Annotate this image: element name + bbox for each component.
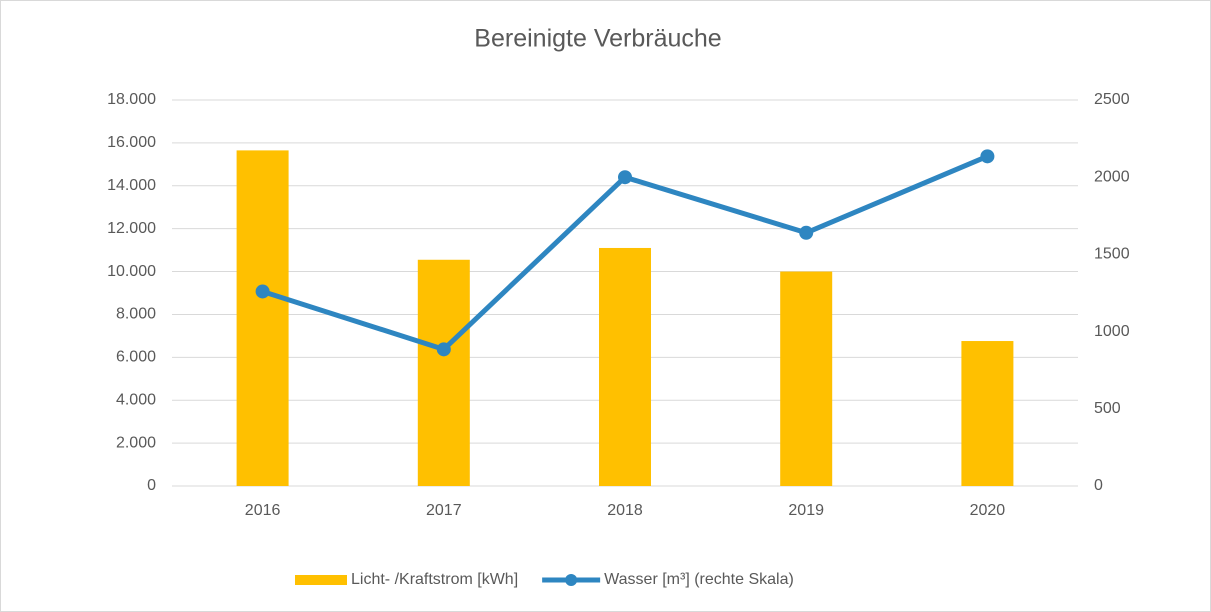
legend-label: Wasser [m³] (rechte Skala) — [604, 571, 794, 588]
legend-label: Licht- /Kraftstrom [kWh] — [351, 571, 518, 588]
x-tick-label: 2020 — [970, 502, 1006, 519]
x-tick-label: 2017 — [426, 502, 462, 519]
x-tick-label: 2016 — [245, 502, 281, 519]
y2-tick-label: 1500 — [1094, 246, 1130, 263]
y-tick-label: 14.000 — [107, 177, 156, 194]
y-tick-label: 12.000 — [107, 220, 156, 237]
y2-tick-label: 2000 — [1094, 168, 1130, 185]
bar — [780, 271, 833, 486]
line-marker — [436, 342, 451, 357]
line-marker — [618, 170, 632, 185]
bar — [961, 341, 1014, 486]
x-tick-label: 2018 — [607, 502, 643, 519]
bar — [236, 150, 289, 486]
y-tick-label: 0 — [147, 477, 156, 494]
bar — [599, 247, 651, 486]
y-tick-label: 2.000 — [116, 434, 156, 451]
line-marker — [255, 284, 270, 299]
y-tick-label: 18.000 — [107, 91, 156, 108]
bar — [417, 259, 470, 486]
y-tick-label: 4.000 — [116, 391, 156, 408]
legend-swatch — [295, 575, 347, 585]
y-tick-label: 10.000 — [107, 263, 156, 280]
y-tick-label: 16.000 — [107, 134, 156, 151]
legend-marker — [565, 574, 578, 586]
y2-tick-label: 2500 — [1094, 91, 1130, 108]
y2-tick-label: 1000 — [1094, 323, 1130, 340]
y2-tick-label: 500 — [1094, 400, 1121, 417]
line-marker — [799, 225, 814, 240]
x-tick-label: 2019 — [788, 502, 824, 519]
line-marker — [980, 149, 995, 164]
chart-title: Bereinigte Verbräuche — [474, 25, 721, 53]
y2-tick-label: 0 — [1094, 477, 1103, 494]
y-tick-label: 6.000 — [116, 349, 156, 366]
y-tick-label: 8.000 — [116, 306, 156, 323]
